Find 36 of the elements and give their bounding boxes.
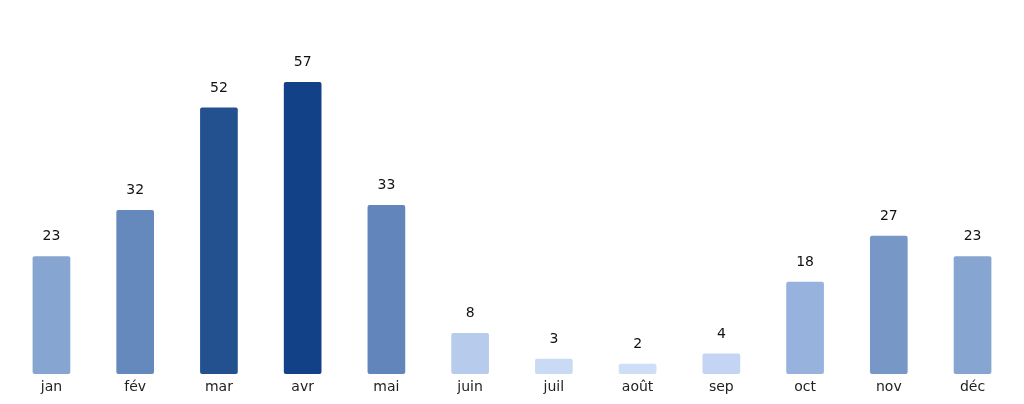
bar xyxy=(32,256,71,374)
bar xyxy=(200,107,238,374)
bar xyxy=(953,256,992,374)
x-tick-label: août xyxy=(621,378,654,394)
data-label: 8 xyxy=(465,304,475,321)
x-tick-label: fév xyxy=(124,378,147,394)
data-label: 18 xyxy=(796,252,814,269)
bar xyxy=(367,204,406,374)
x-tick-label: avr xyxy=(291,378,315,394)
data-label: 52 xyxy=(210,78,228,95)
bar xyxy=(451,333,489,374)
bar xyxy=(535,358,573,374)
data-label: 2 xyxy=(633,334,643,351)
data-label: 32 xyxy=(126,181,145,198)
x-tick-label: nov xyxy=(875,378,902,394)
bar xyxy=(869,235,908,374)
data-label: 27 xyxy=(879,206,898,223)
data-label: 23 xyxy=(42,227,61,244)
x-tick-label: juil xyxy=(542,378,565,394)
data-label: 33 xyxy=(377,175,396,192)
data-label: 23 xyxy=(963,227,982,244)
bar xyxy=(116,210,155,374)
data-label: 57 xyxy=(293,53,312,69)
x-tick-label: mai xyxy=(373,378,400,394)
data-label: 4 xyxy=(716,324,726,341)
data-label: 3 xyxy=(549,329,559,346)
x-tick-label: oct xyxy=(794,378,817,394)
bar xyxy=(618,363,657,374)
x-tick-label: juin xyxy=(456,378,483,394)
bar xyxy=(702,353,741,374)
bar xyxy=(283,82,322,374)
x-tick-label: sep xyxy=(708,378,734,394)
x-tick-label: mar xyxy=(204,378,234,394)
x-tick-label: déc xyxy=(959,378,986,394)
bar xyxy=(786,281,824,374)
x-tick-label: jan xyxy=(39,378,63,394)
